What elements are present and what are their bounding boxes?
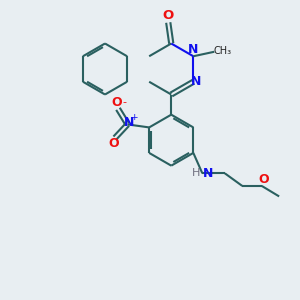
- Text: CH₃: CH₃: [214, 46, 232, 56]
- Text: N: N: [190, 75, 201, 88]
- Text: -: -: [123, 97, 127, 107]
- Text: O: O: [163, 9, 174, 22]
- Text: O: O: [111, 96, 122, 109]
- Text: O: O: [108, 137, 119, 150]
- Text: N: N: [202, 167, 213, 180]
- Text: N: N: [124, 116, 134, 129]
- Text: +: +: [130, 113, 138, 122]
- Text: H: H: [191, 168, 200, 178]
- Text: N: N: [188, 43, 199, 56]
- Text: O: O: [258, 173, 268, 186]
